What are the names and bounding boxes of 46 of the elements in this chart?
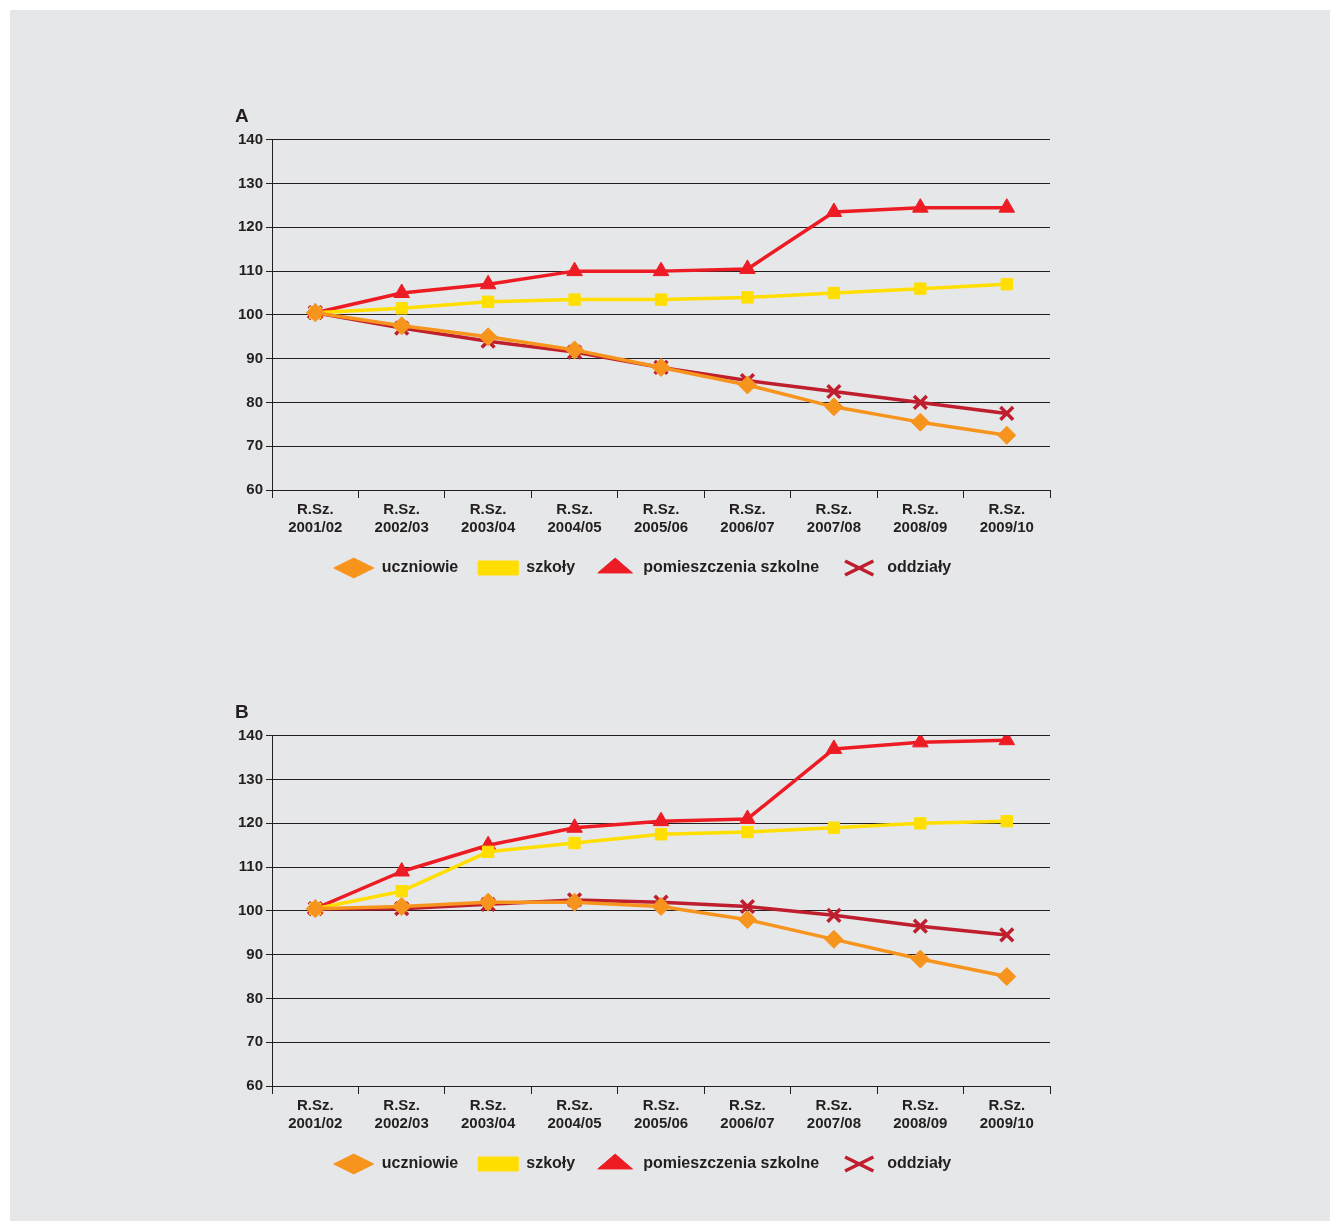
y-tick-label: 130: [238, 173, 264, 191]
y-tick-label: 110: [238, 857, 264, 875]
chart-title: B: [235, 700, 249, 722]
y-tick-label: 140: [238, 129, 264, 147]
legend-label: szkoły: [526, 1154, 576, 1172]
legend-label: uczniowie: [381, 558, 459, 576]
x-tick-label: R.Sz. 2007/08: [806, 500, 862, 536]
y-tick-label: 80: [246, 988, 264, 1006]
x-tick-label: R.Sz. 2008/09: [893, 1096, 948, 1132]
x-tick-label: R.Sz. 2004/05: [547, 1096, 602, 1132]
y-tick-label: 80: [246, 392, 264, 410]
x-tick-label: R.Sz. 2001/02: [288, 500, 343, 536]
y-tick-label: 90: [246, 944, 264, 962]
y-tick-label: 110: [238, 261, 264, 279]
x-tick-label: R.Sz. 2009/10: [979, 1096, 1034, 1132]
x-tick-label: R.Sz. 2006/07: [720, 1096, 775, 1132]
y-tick-label: 100: [238, 901, 264, 919]
x-tick-label: R.Sz. 2008/09: [893, 500, 948, 536]
legend-label: uczniowie: [381, 1154, 459, 1172]
legend-label: pomieszczenia szkolne: [643, 1154, 820, 1172]
legend-label: szkoły: [526, 558, 576, 576]
legend-label: pomieszczenia szkolne: [643, 558, 820, 576]
legend-label: oddziały: [887, 558, 952, 576]
y-tick-label: 70: [246, 436, 264, 454]
x-tick-label: R.Sz. 2009/10: [979, 500, 1034, 536]
y-tick-label: 130: [238, 769, 264, 787]
x-tick-label: R.Sz. 2004/05: [547, 500, 602, 536]
x-tick-label: R.Sz. 2002/03: [374, 1096, 429, 1132]
y-tick-label: 120: [238, 217, 264, 235]
x-tick-label: R.Sz. 2007/08: [806, 1096, 862, 1132]
x-tick-label: R.Sz. 2006/07: [720, 500, 775, 536]
x-tick-label: R.Sz. 2001/02: [288, 1096, 343, 1132]
x-tick-label: R.Sz. 2002/03: [374, 500, 429, 536]
y-tick-label: 90: [246, 348, 264, 366]
y-tick-label: 120: [238, 813, 264, 831]
x-tick-label: R.Sz. 2005/06: [633, 1096, 689, 1132]
y-tick-label: 70: [246, 1032, 264, 1050]
y-tick-label: 100: [238, 305, 264, 323]
y-tick-label: 60: [246, 1076, 264, 1094]
x-tick-label: R.Sz. 2005/06: [633, 500, 689, 536]
y-tick-label: 140: [238, 725, 264, 743]
x-tick-label: R.Sz. 2003/04: [461, 500, 516, 536]
x-tick-label: R.Sz. 2003/04: [461, 1096, 516, 1132]
y-tick-label: 60: [246, 480, 264, 498]
chart-title: A: [235, 104, 249, 126]
legend-label: oddziały: [887, 1154, 952, 1172]
